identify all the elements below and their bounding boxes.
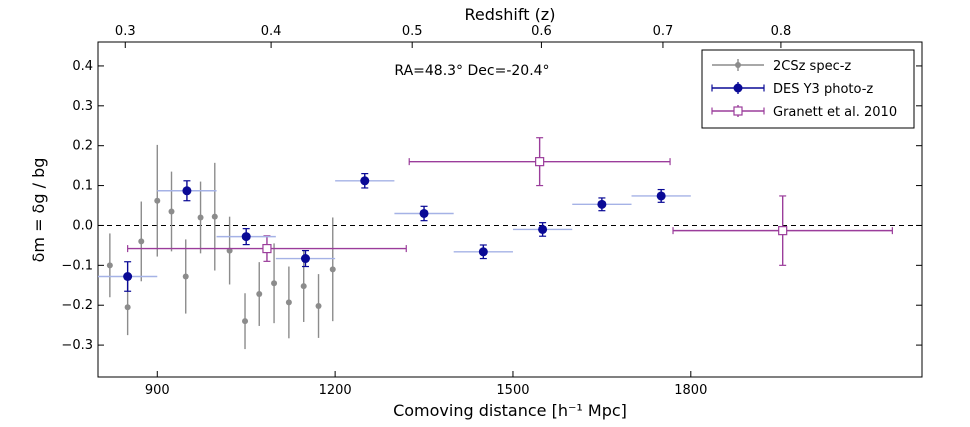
data-point — [123, 272, 133, 281]
data-point — [285, 299, 292, 306]
y-tick-label: 0.3 — [72, 99, 93, 114]
data-point — [329, 266, 336, 273]
y-axis-title: δm = δg / bg — [29, 158, 48, 263]
y-tick-label: 0.4 — [72, 59, 93, 74]
top-tick-label: 0.5 — [402, 24, 423, 39]
legend-label: 2CSz spec-z — [773, 59, 851, 74]
x-tick-label: 1200 — [319, 383, 352, 398]
data-point — [419, 208, 429, 218]
legend-marker — [735, 62, 741, 68]
data-point — [168, 208, 175, 215]
legend-label: Granett et al. 2010 — [773, 105, 897, 120]
x-tick-label: 1800 — [674, 383, 707, 398]
top-tick-label: 0.6 — [531, 24, 552, 39]
tick-layer: 900 1200 1500 1800 −0.3 −0.2 −0.1 0.0 0.1 0.2 0.3 0… — [61, 24, 922, 398]
data-point — [656, 191, 666, 201]
data-point — [478, 247, 488, 257]
legend-marker — [733, 106, 743, 116]
data-point — [315, 303, 322, 310]
legend: 2CSz spec-z DES Y3 photo-z Granett et al. … — [701, 49, 915, 129]
data-point — [300, 283, 307, 290]
series-layer — [98, 137, 893, 350]
y-tick-label: 0.0 — [72, 218, 93, 233]
annotation-text: RA=48.3° Dec=-20.4° — [394, 63, 549, 79]
data-point — [106, 262, 113, 269]
y-tick-label: 0.2 — [72, 139, 93, 154]
data-point — [538, 224, 548, 234]
series-1 — [98, 173, 691, 292]
top-tick-label: 0.3 — [115, 24, 136, 39]
data-point — [197, 214, 204, 221]
top-tick-label: 0.7 — [653, 24, 674, 39]
data-point — [597, 199, 607, 209]
data-point — [271, 280, 278, 287]
legend-marker — [733, 83, 743, 93]
legend-items: 2CSz spec-z DES Y3 photo-z Granett et al. … — [711, 59, 897, 120]
top-axis-title: Redshift (z) — [465, 5, 556, 24]
data-point — [535, 157, 545, 167]
x-tick-label: 900 — [145, 383, 170, 398]
data-point — [300, 254, 310, 264]
data-point — [211, 213, 218, 220]
legend-label: DES Y3 photo-z — [773, 82, 873, 97]
top-tick-label: 0.8 — [771, 24, 792, 39]
data-point — [360, 176, 370, 186]
x-tick-label: 1500 — [496, 383, 529, 398]
data-point — [182, 186, 192, 196]
y-tick-label: −0.2 — [61, 298, 93, 313]
data-point — [138, 238, 145, 245]
data-point — [124, 304, 131, 311]
data-point — [242, 318, 249, 325]
data-point — [262, 243, 272, 254]
y-tick-label: 0.1 — [72, 179, 93, 194]
series-0 — [106, 144, 336, 350]
y-tick-label: −0.1 — [61, 258, 93, 273]
data-point — [256, 291, 263, 298]
x-axis-title: Comoving distance [h⁻¹ Mpc] — [393, 401, 627, 420]
data-point — [241, 232, 251, 242]
series-2 — [127, 137, 893, 266]
data-point — [778, 226, 788, 236]
y-tick-label: −0.3 — [61, 338, 93, 353]
data-point — [182, 273, 189, 280]
data-point — [154, 197, 161, 204]
top-tick-label: 0.4 — [261, 24, 282, 39]
